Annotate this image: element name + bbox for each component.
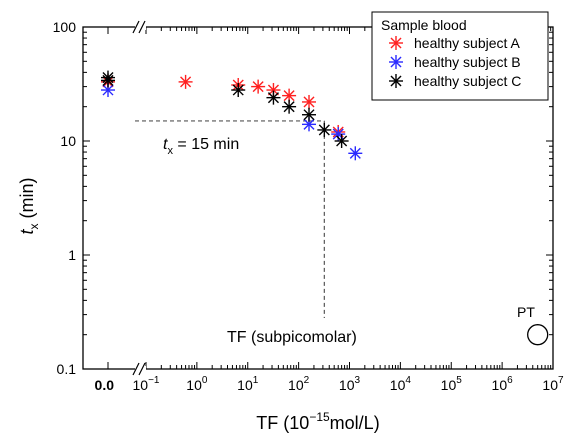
- legend-item: healthy subject C: [389, 73, 521, 89]
- legend-label: healthy subject C: [414, 73, 521, 89]
- axis-break-slash: [138, 362, 146, 376]
- data-point: [178, 74, 193, 89]
- marker-stroke: [332, 128, 344, 140]
- x-tick-label: 101: [237, 375, 259, 393]
- marker-stroke: [180, 76, 192, 88]
- marker-stroke: [390, 75, 402, 87]
- marker-stroke: [390, 56, 402, 68]
- axis-break-slash: [132, 20, 140, 34]
- annotation-lines: [135, 120, 325, 318]
- x-axis-title: TF (10−15mol/L): [256, 410, 379, 433]
- x-tick-label: 106: [492, 375, 514, 393]
- y-tick-label: 100: [53, 19, 77, 35]
- data-point: [251, 79, 266, 94]
- tf-annotation: TF (subpicomolar): [227, 329, 357, 346]
- x-tick-label: 10−1: [133, 375, 160, 393]
- x-tick-label-zero: 0.0: [95, 377, 115, 393]
- axis-break-marks: [132, 20, 146, 376]
- axis-break-gap: [135, 24, 146, 30]
- data-point: [282, 99, 297, 114]
- legend-marker: [389, 74, 403, 88]
- legend-item: healthy subject B: [389, 54, 521, 70]
- x-tick-label: 107: [542, 375, 564, 393]
- data-point: [334, 134, 349, 148]
- legend-marker: [389, 55, 403, 69]
- marker-stroke: [336, 135, 348, 147]
- marker-stroke: [303, 96, 315, 108]
- data-point: [302, 117, 317, 132]
- marker-stroke: [283, 101, 295, 113]
- y-tick-labels: 0.1 1 10 100: [53, 19, 77, 377]
- data-point: [317, 122, 332, 137]
- legend-item: healthy subject A: [389, 35, 521, 51]
- marker-stroke: [318, 124, 330, 136]
- data-point: [266, 90, 281, 105]
- marker-stroke: [102, 84, 114, 96]
- marker-stroke: [232, 84, 244, 96]
- marker-stroke: [102, 74, 114, 86]
- series-3: [101, 70, 349, 148]
- data-point: [101, 73, 115, 88]
- plot-border: [82, 26, 554, 370]
- data-point: [302, 107, 317, 122]
- marker-stroke: [303, 109, 315, 121]
- axis-break-gap: [135, 366, 146, 372]
- axis-break-slash: [138, 20, 146, 34]
- x-tick-label: 105: [441, 375, 463, 393]
- y-tick-label: 0.1: [57, 361, 77, 377]
- legend-title: Sample blood: [381, 17, 467, 33]
- x-tick-label: 100: [186, 375, 208, 393]
- x-tick-labels: 0.0 10−1 100 101 102 103 104 105 106 107: [95, 375, 564, 393]
- legend-label: healthy subject A: [414, 35, 521, 51]
- legend-box: [371, 11, 549, 101]
- pt-marker: [527, 324, 549, 346]
- marker-stroke: [390, 37, 402, 49]
- marker-stroke: [349, 147, 361, 159]
- y-tick-label: 1: [68, 247, 76, 263]
- data-point: [101, 83, 115, 98]
- data-point: [231, 83, 246, 98]
- x-tick-label: 103: [339, 375, 361, 393]
- data-points: [101, 70, 363, 161]
- data-point: [348, 146, 363, 161]
- marker-stroke: [252, 81, 264, 93]
- legend-marker: [389, 36, 403, 50]
- x-tick-label: 102: [288, 375, 310, 393]
- marker-stroke: [303, 118, 315, 130]
- marker-stroke: [267, 92, 279, 104]
- marker-stroke: [283, 90, 295, 102]
- legend-items: healthy subject A healthy subject B health…: [389, 35, 521, 89]
- tx-annotation: tx = 15 min: [163, 136, 239, 157]
- legend-label: healthy subject B: [414, 54, 521, 70]
- data-point: [302, 94, 317, 109]
- axis-break-slash: [132, 362, 140, 376]
- pt-label: PT: [517, 304, 535, 320]
- y-axis-title: tx (min): [17, 177, 41, 234]
- x-tick-label: 104: [390, 375, 412, 393]
- y-tick-label: 10: [60, 133, 76, 149]
- plot-frame: [82, 26, 554, 370]
